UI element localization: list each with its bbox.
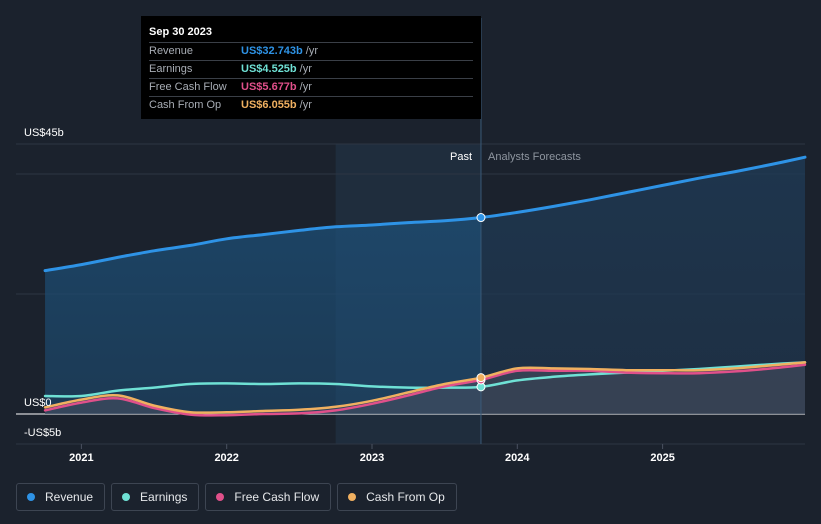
y-tick-label: -US$5b bbox=[24, 427, 61, 439]
legend-dot-icon bbox=[216, 493, 225, 501]
tooltip-label: Revenue bbox=[149, 45, 194, 57]
y-tick-label: US$45b bbox=[24, 127, 64, 139]
past-label: Past bbox=[450, 151, 472, 163]
series-line-free-cash-flow bbox=[43, 363, 807, 417]
legend-item-revenue[interactable]: Revenue bbox=[16, 483, 106, 511]
series-markers bbox=[476, 213, 486, 392]
revenue-area-past bbox=[45, 217, 481, 414]
tooltip-unit: /yr bbox=[299, 63, 312, 75]
legend-item-earnings[interactable]: Earnings bbox=[111, 483, 200, 511]
tooltip-label: Cash From Op bbox=[149, 99, 222, 111]
x-axis-labels: 2021 2022 2023 2024 2025 bbox=[69, 444, 675, 464]
y-tick-label: US$0 bbox=[24, 397, 52, 409]
legend-dot-icon bbox=[27, 493, 35, 501]
x-tick-label: 2023 bbox=[360, 452, 384, 464]
marker-revenue bbox=[476, 213, 486, 223]
legend-label: Free Cash Flow bbox=[234, 490, 320, 504]
tooltip-unit: /yr bbox=[299, 99, 312, 111]
cash-area bbox=[45, 362, 805, 414]
legend-item-cash-from-op[interactable]: Cash From Op bbox=[337, 483, 457, 511]
chart-area: US$45b US$0 -US$5b 2021 2022 2023 2024 2025 Pa… bbox=[16, 18, 807, 464]
x-tick-label: 2022 bbox=[214, 452, 238, 464]
x-tick-label: 2025 bbox=[650, 452, 674, 464]
series-line-revenue bbox=[43, 155, 807, 273]
tooltip-value: US$5.677b bbox=[241, 81, 297, 93]
y-axis-labels: US$45b US$0 -US$5b bbox=[24, 127, 64, 439]
marker-cash-from-op bbox=[476, 373, 486, 383]
tooltip-row-free-cash-flow: Free Cash Flow US$5.677b /yr bbox=[149, 79, 473, 97]
legend-label: Cash From Op bbox=[366, 490, 445, 504]
series-areas bbox=[45, 157, 805, 414]
legend-label: Revenue bbox=[45, 490, 94, 504]
tooltip-value: US$6.055b bbox=[241, 99, 297, 111]
tooltip-unit: /yr bbox=[305, 45, 318, 57]
data-tooltip: Sep 30 2023 Revenue US$32.743b /yr Earni… bbox=[141, 16, 481, 119]
series-lines bbox=[43, 155, 807, 417]
chart-legend: Revenue Earnings Free Cash Flow Cash Fro… bbox=[16, 483, 457, 511]
tooltip-label: Earnings bbox=[149, 63, 193, 75]
tooltip-row-cash-from-op: Cash From Op US$6.055b /yr bbox=[149, 97, 473, 114]
forecast-label: Analysts Forecasts bbox=[488, 151, 581, 163]
tooltip-date: Sep 30 2023 bbox=[149, 22, 473, 43]
tooltip-value: US$4.525b bbox=[241, 63, 297, 75]
tooltip-value: US$32.743b bbox=[241, 45, 303, 57]
tooltip-row-earnings: Earnings US$4.525b /yr bbox=[149, 61, 473, 79]
tooltip-row-revenue: Revenue US$32.743b /yr bbox=[149, 43, 473, 61]
tooltip-label: Free Cash Flow bbox=[149, 81, 227, 93]
series-line-cash-from-op bbox=[43, 361, 807, 414]
tooltip-unit: /yr bbox=[299, 81, 312, 93]
x-tick-label: 2021 bbox=[69, 452, 93, 464]
legend-dot-icon bbox=[122, 493, 131, 501]
x-tick-label: 2024 bbox=[505, 452, 530, 464]
legend-dot-icon bbox=[348, 493, 357, 501]
revenue-area-forecast bbox=[480, 157, 805, 414]
legend-item-free-cash-flow[interactable]: Free Cash Flow bbox=[205, 483, 332, 511]
legend-label: Earnings bbox=[140, 490, 188, 504]
